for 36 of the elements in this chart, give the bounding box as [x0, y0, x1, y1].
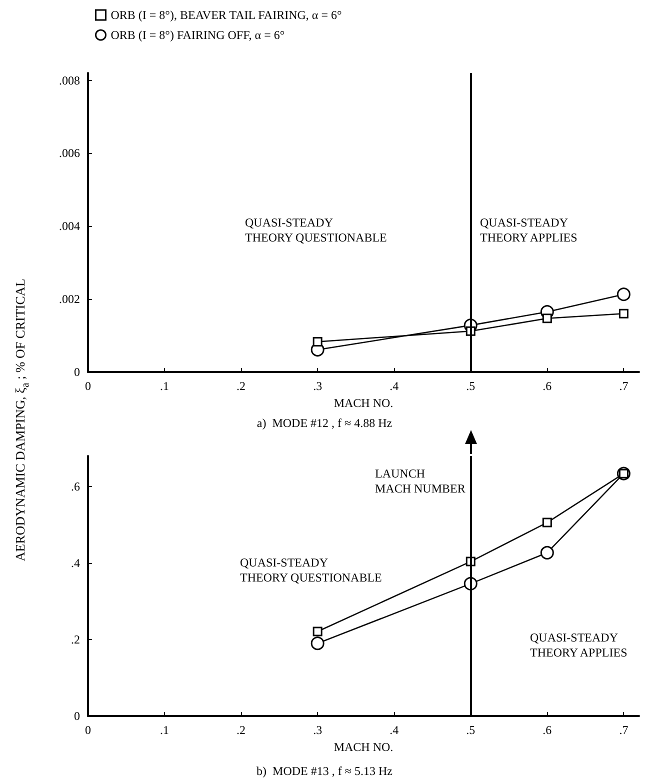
- x-tick-label: .5: [466, 379, 476, 393]
- x-tick-label: .4: [390, 723, 399, 737]
- y-tick-label: .4: [71, 556, 80, 570]
- x-tick-label: .3: [313, 723, 322, 737]
- x-tick-label: .6: [542, 723, 552, 737]
- legend-label: ORB (I = 8°), BEAVER TAIL FAIRING, α = 6°: [110, 8, 342, 22]
- annotation: QUASI-STEADY THEORY APPLIES: [480, 216, 578, 244]
- x-tick-label: .2: [236, 723, 246, 737]
- x-axis-title: MACH NO.: [334, 740, 394, 754]
- y-tick-label: .004: [59, 219, 80, 234]
- x-tick-label: .1: [160, 723, 170, 737]
- x-tick-label: .4: [390, 379, 399, 393]
- y-tick-label: .006: [59, 146, 80, 160]
- x-tick-label: .2: [236, 379, 246, 393]
- x-axis-title: MACH NO.: [334, 396, 394, 410]
- x-tick-label: .7: [619, 723, 628, 737]
- annotation: QUASI-STEADY THEORY QUESTIONABLE: [240, 556, 382, 584]
- y-tick-label: .002: [59, 292, 80, 306]
- annotation: QUASI-STEADY THEORY APPLIES: [530, 630, 628, 660]
- x-tick-label: .5: [466, 723, 476, 737]
- x-tick-label: .6: [542, 379, 552, 393]
- x-tick-label: .1: [160, 379, 170, 393]
- text: b) MODE #13 , f ≈ 5.13 Hz: [256, 764, 392, 778]
- y-tick-label: .6: [71, 480, 80, 494]
- y-tick-label: .008: [59, 73, 80, 88]
- y-tick-label: 0: [74, 709, 80, 723]
- x-tick-label: .7: [619, 379, 628, 393]
- legend-label: ORB (I = 8°) FAIRING OFF, α = 6°: [110, 28, 285, 42]
- text: a) MODE #12 , f ≈ 4.88 Hz: [256, 416, 392, 430]
- x-tick-label: 0: [85, 379, 91, 393]
- y-tick-label: 0: [74, 365, 80, 379]
- x-tick-label: 0: [85, 723, 91, 737]
- annotation: LAUNCH MACH NUMBER: [375, 466, 466, 496]
- x-tick-label: .3: [313, 379, 322, 393]
- y-tick-label: .2: [71, 632, 80, 647]
- annotation: QUASI-STEADY THEORY QUESTIONABLE: [245, 216, 387, 244]
